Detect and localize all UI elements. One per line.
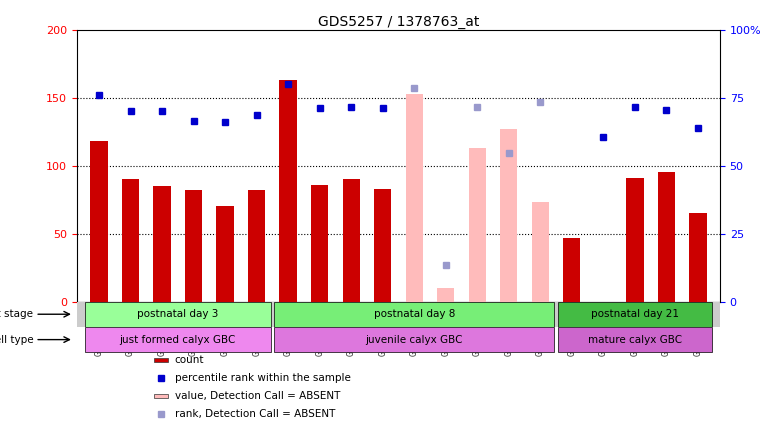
Bar — [154, 393, 169, 398]
Bar — [90, 141, 108, 302]
Bar — [122, 179, 139, 302]
Text: postnatal day 21: postnatal day 21 — [591, 309, 679, 319]
Text: rank, Detection Call = ABSENT: rank, Detection Call = ABSENT — [175, 409, 335, 419]
Bar — [437, 288, 454, 302]
Bar — [658, 173, 675, 302]
Bar — [274, 302, 554, 327]
Bar — [557, 327, 712, 352]
Text: count: count — [175, 355, 204, 365]
Bar — [274, 327, 554, 352]
Bar — [531, 202, 549, 302]
Bar — [626, 178, 644, 302]
Bar — [374, 189, 391, 302]
Bar — [343, 179, 360, 302]
Bar — [469, 148, 486, 302]
Text: development stage: development stage — [0, 309, 33, 319]
Bar — [153, 186, 171, 302]
Bar — [248, 190, 266, 302]
Bar — [557, 302, 712, 327]
Bar — [280, 80, 296, 302]
Text: postnatal day 8: postnatal day 8 — [373, 309, 455, 319]
Bar — [406, 93, 423, 302]
Text: just formed calyx GBC: just formed calyx GBC — [119, 335, 236, 345]
Text: cell type: cell type — [0, 335, 33, 345]
Text: percentile rank within the sample: percentile rank within the sample — [175, 373, 350, 383]
Bar — [85, 302, 271, 327]
Text: value, Detection Call = ABSENT: value, Detection Call = ABSENT — [175, 391, 340, 401]
Bar — [154, 357, 169, 362]
Title: GDS5257 / 1378763_at: GDS5257 / 1378763_at — [318, 14, 479, 29]
Text: juvenile calyx GBC: juvenile calyx GBC — [366, 335, 463, 345]
Bar — [689, 213, 707, 302]
Text: postnatal day 3: postnatal day 3 — [137, 309, 219, 319]
Text: mature calyx GBC: mature calyx GBC — [588, 335, 682, 345]
Bar — [311, 184, 328, 302]
Bar — [500, 129, 517, 302]
Bar — [216, 206, 234, 302]
Bar — [563, 238, 581, 302]
Bar — [77, 302, 720, 423]
Bar — [85, 327, 271, 352]
Bar — [185, 190, 203, 302]
